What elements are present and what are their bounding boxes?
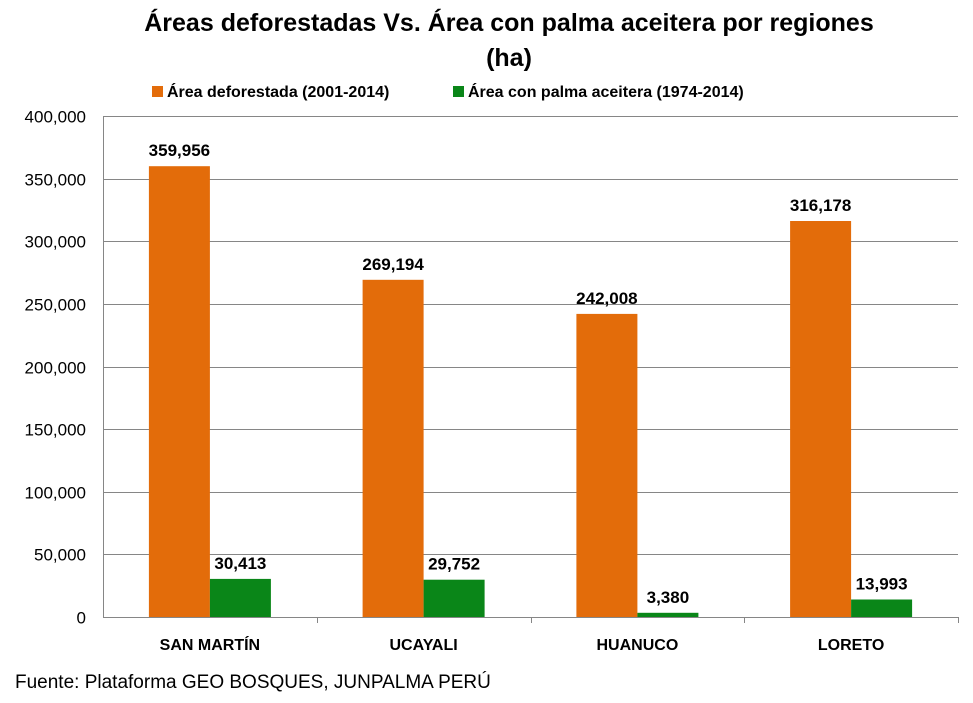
x-category-label: SAN MARTÍN xyxy=(160,635,260,654)
y-tick-label: 200,000 xyxy=(25,359,86,378)
data-label: 29,752 xyxy=(428,555,480,574)
bar-deforested-4 xyxy=(790,221,852,617)
y-tick-label: 400,000 xyxy=(25,108,86,127)
data-label: 30,413 xyxy=(214,554,266,573)
bar-palm-4 xyxy=(851,599,913,617)
x-category-label: HUANUCO xyxy=(597,637,679,654)
x-category-label: UCAYALI xyxy=(390,637,458,654)
y-tick-label: 0 xyxy=(77,609,86,628)
y-tick-label: 350,000 xyxy=(25,171,86,190)
y-tick-label: 250,000 xyxy=(25,296,86,315)
legend-swatch-1 xyxy=(152,86,163,97)
x-category-label: LORETO xyxy=(818,637,884,654)
y-tick-label: 300,000 xyxy=(25,233,86,252)
gridlines xyxy=(103,116,958,555)
bar-palm-2 xyxy=(423,579,485,617)
y-tick-label: 50,000 xyxy=(34,546,86,565)
legend-swatch-2 xyxy=(453,86,464,97)
source-note: Fuente: Plataforma GEO BOSQUES, JUNPALMA… xyxy=(15,672,491,693)
bar-deforested-2 xyxy=(362,279,424,617)
legend-label-2: Área con palma aceitera (1974-2014) xyxy=(468,82,744,101)
x-axis: SAN MARTÍN UCAYALI HUANUCO LORETO xyxy=(103,617,959,654)
data-label: 242,008 xyxy=(576,289,637,308)
data-label: 316,178 xyxy=(790,196,851,215)
bar-palm-1 xyxy=(209,578,271,617)
data-label: 3,380 xyxy=(647,588,690,607)
data-label: 269,194 xyxy=(362,255,424,274)
data-label: 13,993 xyxy=(856,575,908,594)
chart-title: Áreas deforestadas Vs. Área con palma ac… xyxy=(144,8,873,72)
legend: Área deforestada (2001-2014) Área con pal… xyxy=(152,82,744,101)
y-axis: 0 50,000 100,000 150,000 200,000 250,000 300,0… xyxy=(25,108,104,628)
data-labels: 359,956 30,413 269,194 29,752 242,008 3,380 31… xyxy=(149,141,908,607)
y-tick-label: 100,000 xyxy=(25,484,86,503)
chart-title-line-1: Áreas deforestadas Vs. Área con palma ac… xyxy=(144,8,873,37)
bar-palm-3 xyxy=(637,612,699,617)
bar-deforested-1 xyxy=(148,166,210,617)
data-label: 359,956 xyxy=(149,141,210,160)
y-tick-label: 150,000 xyxy=(25,421,86,440)
bars xyxy=(148,166,913,617)
bar-deforested-3 xyxy=(576,313,638,617)
legend-label-1: Área deforestada (2001-2014) xyxy=(167,82,389,101)
chart-title-line-2: (ha) xyxy=(486,44,532,72)
